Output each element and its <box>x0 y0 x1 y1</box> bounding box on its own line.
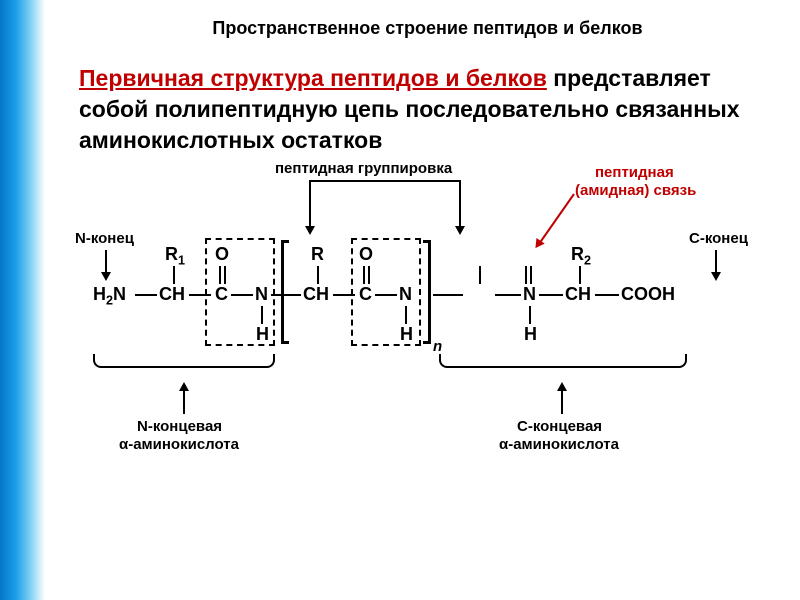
arrow-stem <box>561 390 563 414</box>
arrow-stem <box>715 250 717 274</box>
txt: 2 <box>584 254 591 268</box>
formula-n3: N <box>523 284 536 305</box>
slide-content: Пространственное строение пептидов и бел… <box>45 0 800 600</box>
formula-ch: CH <box>159 284 185 305</box>
slide-title: Пространственное строение пептидов и бел… <box>75 18 780 39</box>
txt: 2 <box>106 294 113 308</box>
dashed-box-a <box>205 238 275 346</box>
txt: N <box>113 284 126 304</box>
brace-c-terminal <box>439 354 687 368</box>
chemical-diagram: пептидная группировка пептидная (амидная… <box>75 158 775 478</box>
formula-ch4: CH <box>565 284 591 305</box>
bracket-right <box>423 240 431 344</box>
arrow-head-icon <box>711 272 721 281</box>
bond-line <box>495 294 521 296</box>
brace-n-terminal <box>93 354 275 368</box>
arrow-head-icon <box>101 272 111 281</box>
formula-n-sub: n <box>433 338 442 355</box>
label-n-end: N-конец <box>75 230 134 247</box>
arrow-head-icon <box>305 226 315 235</box>
arrow-stem <box>183 390 185 414</box>
arrow-stem <box>309 180 311 228</box>
bond-line <box>271 294 301 296</box>
arrow-stem <box>105 250 107 274</box>
label-peptide-bond-2: (амидная) связь <box>575 182 696 199</box>
formula-r1: R1 <box>165 244 185 268</box>
bond-line <box>529 306 531 324</box>
formula-h2n: H2N <box>93 284 126 308</box>
bond-line <box>525 266 527 284</box>
label-peptide-group: пептидная группировка <box>275 160 452 177</box>
txt: H <box>93 284 106 304</box>
main-paragraph: Первичная структура пептидов и белков пр… <box>75 63 780 156</box>
arrow-head-icon <box>557 382 567 391</box>
bracket-left <box>281 240 289 344</box>
arrow-stem <box>415 180 461 182</box>
formula-ch-mid: CH <box>303 284 329 305</box>
bond-line <box>173 266 175 284</box>
arrow-head-icon <box>455 226 465 235</box>
label-c-terminal-1: С-концевая <box>517 418 602 435</box>
label-c-end: С-конец <box>689 230 748 247</box>
bond-line <box>135 294 157 296</box>
arrow-stem <box>459 180 461 228</box>
txt: 1 <box>178 254 185 268</box>
bond-line <box>530 266 532 284</box>
label-n-terminal-2: α-аминокислота <box>119 436 239 453</box>
arrow-stem-red <box>540 194 575 243</box>
bond-line <box>317 266 319 284</box>
formula-r: R <box>311 244 324 265</box>
formula-r2b: R2 <box>571 244 591 268</box>
bond-line <box>539 294 563 296</box>
label-c-terminal-2: α-аминокислота <box>499 436 619 453</box>
para-emphasis: Первичная структура пептидов и белков <box>79 65 547 91</box>
bond-line <box>433 294 463 296</box>
formula-cooh: COOH <box>621 284 675 305</box>
dashed-box-b <box>351 238 421 346</box>
formula-h3: H <box>524 324 537 345</box>
arrow-stem <box>309 180 415 182</box>
arrow-head-icon <box>179 382 189 391</box>
txt: R <box>165 244 178 264</box>
label-peptide-bond-1: пептидная <box>595 164 674 181</box>
bond-line <box>595 294 619 296</box>
txt: R <box>571 244 584 264</box>
bond-line <box>579 266 581 284</box>
side-gradient <box>0 0 45 600</box>
label-n-terminal-1: N-концевая <box>137 418 222 435</box>
bond-line <box>479 266 481 284</box>
